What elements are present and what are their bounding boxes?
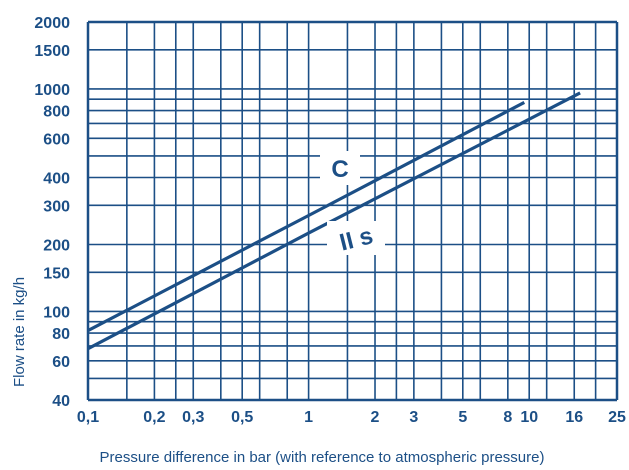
- y-tick-label: 200: [43, 237, 70, 254]
- x-tick-label: 25: [608, 409, 626, 426]
- y-tick-label: 80: [52, 326, 70, 343]
- x-tick-label: 5: [458, 409, 467, 426]
- x-tick-label: 0,2: [143, 409, 165, 426]
- y-axis-label: Flow rate in kg/h: [11, 277, 28, 387]
- y-tick-labels: 40 60 80 100 150 200 300 400 600 800 1000 1500 2000: [34, 15, 70, 410]
- y-tick-label: 1000: [34, 82, 70, 99]
- series-label-background: [327, 221, 385, 255]
- y-tick-label: 150: [43, 265, 70, 282]
- x-gridlines: [86, 22, 619, 400]
- x-tick-label: 0,1: [77, 409, 99, 426]
- y-tick-label: 100: [43, 304, 70, 321]
- x-tick-label: 1: [304, 409, 313, 426]
- x-tick-label: 8: [503, 409, 512, 426]
- series-line-c: [87, 100, 526, 333]
- series-label-c: C: [331, 156, 348, 183]
- x-tick-label: 3: [409, 409, 418, 426]
- x-tick-label: 0,5: [231, 409, 253, 426]
- y-tick-label: 40: [52, 393, 70, 410]
- x-tick-label: 10: [520, 409, 538, 426]
- y-tick-label: 2000: [34, 15, 70, 32]
- x-axis-label: Pressure difference in bar (with referen…: [100, 449, 545, 466]
- x-tick-label: 0,3: [182, 409, 204, 426]
- series-labels: CII s: [320, 151, 385, 257]
- y-tick-label: 1500: [34, 43, 70, 60]
- series-label-background: [320, 151, 360, 185]
- x-tick-label: 16: [565, 409, 583, 426]
- y-tick-label: 600: [43, 131, 70, 148]
- series-line-iis: [87, 91, 581, 351]
- series-lines: [87, 91, 581, 351]
- y-tick-label: 60: [52, 354, 70, 371]
- y-gridlines: [88, 20, 617, 402]
- y-tick-label: 800: [43, 104, 70, 121]
- y-tick-label: 300: [43, 198, 70, 215]
- x-tick-label: 2: [371, 409, 380, 426]
- x-tick-labels: 0,1 0,2 0,3 0,5 1 2 3 5 8 10 16 25: [77, 409, 626, 426]
- y-tick-label: 400: [43, 171, 70, 188]
